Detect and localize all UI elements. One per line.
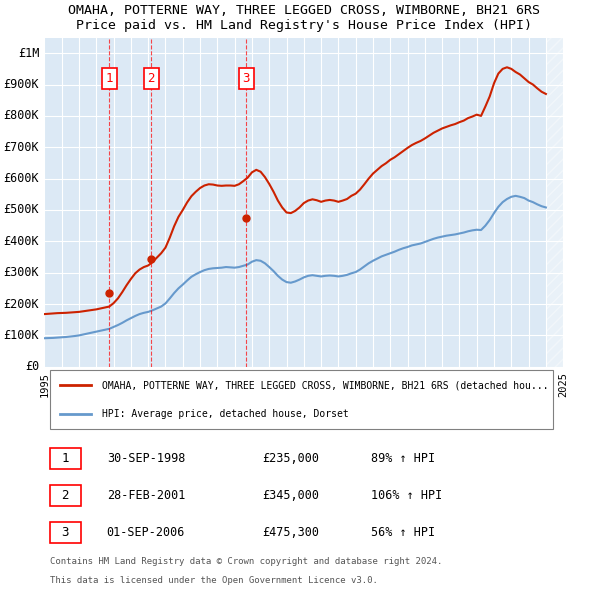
Text: 89% ↑ HPI: 89% ↑ HPI: [371, 452, 436, 465]
Text: £300K: £300K: [4, 266, 39, 279]
FancyBboxPatch shape: [50, 448, 81, 470]
Text: £345,000: £345,000: [262, 489, 319, 502]
Text: OMAHA, POTTERNE WAY, THREE LEGGED CROSS, WIMBORNE, BH21 6RS (detached hou...: OMAHA, POTTERNE WAY, THREE LEGGED CROSS,…: [101, 380, 548, 390]
Text: 28-FEB-2001: 28-FEB-2001: [107, 489, 185, 502]
Text: 2: 2: [61, 489, 69, 502]
Text: Contains HM Land Registry data © Crown copyright and database right 2024.: Contains HM Land Registry data © Crown c…: [50, 556, 442, 566]
Text: 1: 1: [61, 452, 69, 465]
Text: £900K: £900K: [4, 78, 39, 91]
Text: £800K: £800K: [4, 109, 39, 122]
Text: HPI: Average price, detached house, Dorset: HPI: Average price, detached house, Dors…: [101, 409, 348, 419]
Text: 2: 2: [148, 72, 155, 85]
Text: £600K: £600K: [4, 172, 39, 185]
Text: 01-SEP-2006: 01-SEP-2006: [107, 526, 185, 539]
Text: £500K: £500K: [4, 204, 39, 217]
FancyBboxPatch shape: [50, 522, 81, 543]
Text: 3: 3: [61, 526, 69, 539]
Text: £100K: £100K: [4, 329, 39, 342]
Text: £235,000: £235,000: [262, 452, 319, 465]
Text: £1M: £1M: [18, 47, 39, 60]
Text: £200K: £200K: [4, 297, 39, 310]
Text: £0: £0: [25, 360, 39, 373]
Text: 30-SEP-1998: 30-SEP-1998: [107, 452, 185, 465]
Text: 1: 1: [106, 72, 113, 85]
Text: £475,300: £475,300: [262, 526, 319, 539]
Text: £400K: £400K: [4, 235, 39, 248]
Text: This data is licensed under the Open Government Licence v3.0.: This data is licensed under the Open Gov…: [50, 576, 377, 585]
Text: 56% ↑ HPI: 56% ↑ HPI: [371, 526, 436, 539]
Text: 106% ↑ HPI: 106% ↑ HPI: [371, 489, 442, 502]
Text: £700K: £700K: [4, 141, 39, 154]
Text: 3: 3: [242, 72, 250, 85]
FancyBboxPatch shape: [50, 485, 81, 506]
FancyBboxPatch shape: [50, 370, 553, 430]
Bar: [546, 38, 563, 367]
Title: OMAHA, POTTERNE WAY, THREE LEGGED CROSS, WIMBORNE, BH21 6RS
Price paid vs. HM La: OMAHA, POTTERNE WAY, THREE LEGGED CROSS,…: [68, 4, 540, 32]
